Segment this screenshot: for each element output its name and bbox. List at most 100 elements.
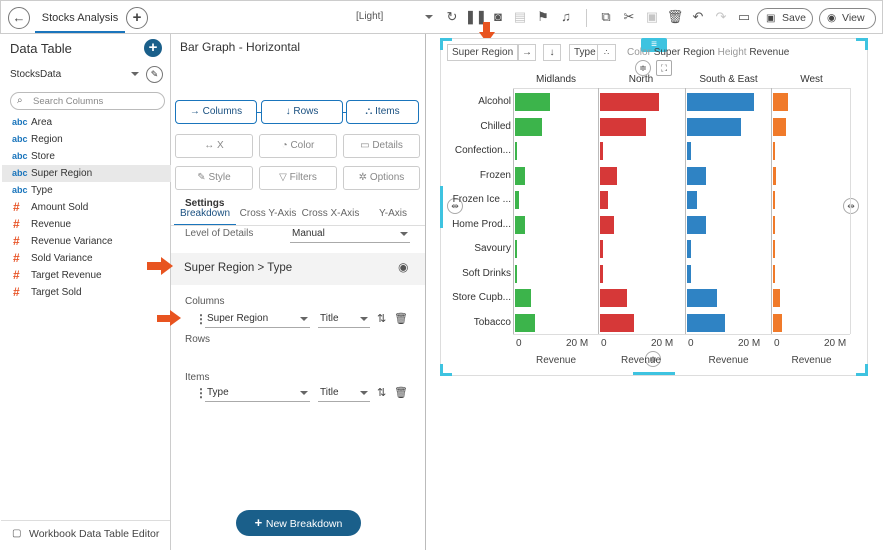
- columns-title-select[interactable]: Title: [318, 311, 370, 328]
- bar[interactable]: [600, 289, 628, 307]
- style-button[interactable]: ✎ Style: [175, 166, 253, 190]
- segment-rows[interactable]: ↓ Rows: [261, 100, 343, 124]
- bar[interactable]: [515, 313, 535, 332]
- columns-field-select[interactable]: Super Region: [205, 311, 310, 328]
- edit-datasource-icon[interactable]: ✎: [146, 66, 163, 83]
- type-pill[interactable]: Type: [569, 44, 601, 61]
- save-button[interactable]: ▣ Save: [757, 8, 813, 29]
- bar[interactable]: [773, 117, 786, 136]
- export-icon[interactable]: ▤: [513, 9, 527, 24]
- bell-icon[interactable]: ♫: [561, 9, 571, 24]
- search-columns-input[interactable]: ⌕ Search Columns: [10, 92, 165, 110]
- bar[interactable]: [600, 264, 604, 283]
- bar[interactable]: [600, 240, 604, 258]
- drag-handle-icon[interactable]: ≡: [641, 38, 667, 52]
- theme-selector[interactable]: [Light]: [356, 11, 384, 22]
- add-tab-button[interactable]: +: [126, 7, 148, 29]
- bar[interactable]: [687, 117, 742, 136]
- bar[interactable]: [773, 166, 776, 185]
- bar[interactable]: [687, 215, 707, 234]
- copy-icon[interactable]: ⧉: [601, 9, 611, 24]
- segment-items[interactable]: ⛬ Items: [346, 100, 419, 124]
- bar[interactable]: [515, 142, 517, 160]
- bar[interactable]: [515, 117, 543, 136]
- bar[interactable]: [515, 93, 551, 111]
- camera-icon[interactable]: ◙: [494, 9, 502, 24]
- column-item[interactable]: abc Region: [2, 131, 171, 148]
- bar[interactable]: [687, 289, 718, 307]
- resize-corner[interactable]: [856, 364, 868, 376]
- drag-handle-icon[interactable]: ⋮: [195, 386, 207, 400]
- bar[interactable]: [515, 240, 517, 258]
- bar[interactable]: [687, 313, 726, 332]
- column-item[interactable]: abc Store: [2, 148, 171, 165]
- bar[interactable]: [773, 191, 775, 209]
- column-item[interactable]: abc Super Region: [2, 165, 171, 182]
- bar[interactable]: [687, 191, 697, 209]
- new-breakdown-button[interactable]: + New Breakdown: [236, 510, 361, 536]
- bar[interactable]: [600, 117, 647, 136]
- bar[interactable]: [773, 215, 776, 234]
- refresh-icon[interactable]: ↻: [446, 9, 458, 24]
- horizontal-resize-icon[interactable]: ⇹: [843, 198, 859, 214]
- bar[interactable]: [773, 289, 781, 307]
- details-button[interactable]: ▭ Details: [343, 134, 420, 158]
- breakdown-row[interactable]: Super Region > Type ◉: [171, 253, 425, 285]
- trash-icon[interactable]: 🗑: [394, 313, 408, 325]
- items-title-select[interactable]: Title: [318, 385, 370, 402]
- options-button[interactable]: ✲ Options: [343, 166, 420, 190]
- column-item[interactable]: # Revenue: [2, 216, 171, 233]
- bar[interactable]: [600, 313, 634, 332]
- column-item[interactable]: # Revenue Variance: [2, 233, 171, 250]
- bar[interactable]: [687, 240, 692, 258]
- bar[interactable]: [600, 215, 615, 234]
- paste-icon[interactable]: ▣: [645, 9, 659, 24]
- level-of-details-select[interactable]: Manual: [290, 226, 410, 243]
- resize-handle-bottom[interactable]: [633, 372, 675, 375]
- vertical-resize-icon[interactable]: ≑: [645, 351, 661, 367]
- x-button[interactable]: ↔ X: [175, 134, 253, 158]
- bar[interactable]: [600, 191, 608, 209]
- bar[interactable]: [773, 240, 775, 258]
- column-item[interactable]: abc Area: [2, 114, 171, 131]
- fullscreen-icon[interactable]: ⛶: [656, 60, 672, 76]
- bar[interactable]: [515, 166, 526, 185]
- tab-cross-x-axis[interactable]: Cross X-Axis: [301, 208, 360, 219]
- tab-stocks-analysis[interactable]: Stocks Analysis: [35, 5, 125, 33]
- vertical-resize-icon[interactable]: ≑: [635, 60, 651, 76]
- back-button[interactable]: ←: [8, 7, 30, 29]
- tab-cross-y-axis[interactable]: Cross Y-Axis: [239, 208, 297, 219]
- super-region-pill[interactable]: Super Region: [447, 44, 519, 61]
- resize-handle-left[interactable]: [440, 186, 443, 228]
- bar[interactable]: [600, 93, 660, 111]
- bar[interactable]: [773, 93, 789, 111]
- sort-icon[interactable]: ⇅: [377, 387, 387, 399]
- bar[interactable]: [773, 142, 775, 160]
- add-data-button[interactable]: +: [144, 39, 162, 57]
- tab-breakdown[interactable]: Breakdown: [174, 207, 236, 226]
- theme-dropdown-icon[interactable]: [425, 15, 433, 19]
- resize-corner[interactable]: [440, 364, 452, 376]
- comment-icon[interactable]: ▭: [737, 9, 751, 24]
- bar[interactable]: [687, 166, 707, 185]
- view-button[interactable]: ◉ View: [819, 8, 876, 29]
- cut-icon[interactable]: ✂: [623, 9, 635, 24]
- pause-icon[interactable]: ❚❚: [465, 9, 487, 24]
- column-item[interactable]: abc Type: [2, 182, 171, 199]
- bar[interactable]: [773, 313, 782, 332]
- datasource-name[interactable]: StocksData: [10, 69, 62, 80]
- column-item[interactable]: # Target Revenue: [2, 267, 171, 284]
- tab-y-axis[interactable]: Y-Axis: [379, 208, 407, 219]
- sort-icon[interactable]: ⇅: [377, 313, 387, 325]
- bar[interactable]: [773, 264, 775, 283]
- column-item[interactable]: # Target Sold: [2, 284, 171, 301]
- horizontal-resize-icon[interactable]: ⇹: [447, 198, 463, 214]
- undo-icon[interactable]: ↶: [692, 9, 704, 24]
- segment-columns[interactable]: → Columns: [175, 100, 257, 124]
- scatter-icon[interactable]: ∴: [597, 44, 616, 61]
- bar[interactable]: [515, 191, 520, 209]
- bar[interactable]: [515, 289, 531, 307]
- column-item[interactable]: # Sold Variance: [2, 250, 171, 267]
- drag-handle-icon[interactable]: ⋮: [195, 312, 207, 326]
- resize-corner[interactable]: [856, 38, 868, 50]
